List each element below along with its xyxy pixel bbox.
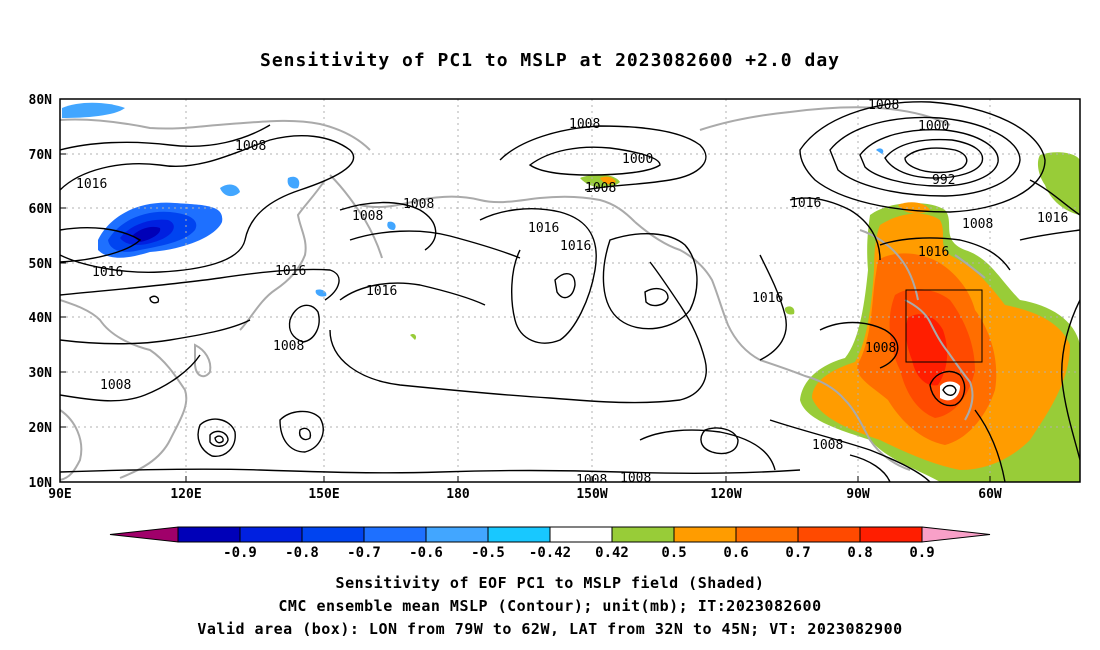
grid-lines — [60, 99, 1080, 482]
colorbar-label: 0.9 — [909, 545, 934, 561]
contour-label: 1016 — [560, 239, 591, 254]
colorbar-label: 0.5 — [661, 545, 686, 561]
chart-title: Sensitivity of PC1 to MSLP at 2023082600… — [259, 50, 840, 71]
lon-label: 90E — [48, 487, 71, 502]
colorbar-low-arrow — [109, 526, 179, 543]
colorbar-label: -0.6 — [409, 545, 443, 561]
colorbar-segment — [797, 526, 861, 543]
contour-label: 1008 — [812, 438, 843, 453]
latitude-labels: 80N 70N 60N 50N 40N 30N 20N 10N — [29, 93, 53, 491]
colorbar-segment — [177, 526, 241, 543]
colorbar-label: -0.9 — [223, 545, 257, 561]
contour-label: 1016 — [275, 264, 306, 279]
contour-label: 1016 — [918, 245, 949, 260]
contour-label: 1008 — [868, 98, 899, 113]
colorbar-segment — [487, 526, 551, 543]
caption-line-2: CMC ensemble mean MSLP (Contour); unit(m… — [278, 597, 822, 615]
contour-label: 1008 — [569, 117, 600, 132]
colorbar-label: -0.42 — [529, 545, 571, 561]
lon-label: 120E — [170, 487, 201, 502]
negative-sensitivity-shading — [62, 102, 884, 297]
lat-label: 40N — [29, 311, 53, 326]
contour-label: 1008 — [585, 181, 616, 196]
colorbar-label: 0.7 — [785, 545, 810, 561]
contour-labels: 1008 1016 1016 1008 1008 1016 1008 1008 … — [76, 98, 1068, 486]
colorbar-segment — [859, 526, 923, 543]
colorbar-label: 0.8 — [847, 545, 872, 561]
colorbar-label: 0.6 — [723, 545, 748, 561]
lon-label: 120W — [710, 487, 741, 502]
contour-label: 1008 — [273, 339, 304, 354]
colorbar-label: 0.42 — [595, 545, 629, 561]
longitude-labels: 90E 120E 150E 180 150W 120W 90W 60W — [48, 487, 1002, 502]
colorbar-segment — [301, 526, 365, 543]
lat-label: 50N — [29, 257, 53, 272]
colorbar-segment — [239, 526, 303, 543]
colorbar-label: -0.7 — [347, 545, 381, 561]
contour-label: 1008 — [962, 217, 993, 232]
contour-label: 1008 — [403, 197, 434, 212]
contour-label: 1008 — [100, 378, 131, 393]
contour-label: 992 — [932, 173, 955, 188]
contour-label: 1016 — [366, 284, 397, 299]
lat-label: 20N — [29, 421, 53, 436]
lon-label: 150W — [576, 487, 607, 502]
colorbar-segment — [425, 526, 489, 543]
colorbar-segment — [549, 526, 613, 543]
colorbar-label: -0.5 — [471, 545, 505, 561]
mslp-contours — [60, 101, 1080, 482]
contour-label: 1008 — [235, 139, 266, 154]
contour-label: 1008 — [352, 209, 383, 224]
colorbar-label: -0.8 — [285, 545, 319, 561]
lat-label: 70N — [29, 148, 53, 163]
lat-label: 10N — [29, 476, 53, 491]
lat-label: 30N — [29, 366, 53, 381]
contour-label: 1016 — [790, 196, 821, 211]
lat-label: 80N — [29, 93, 53, 108]
colorbar: -0.9 -0.8 -0.7 -0.6 -0.5 -0.42 0.42 0.5 0.6 0.7 0.… — [109, 526, 991, 561]
colorbar-segment — [363, 526, 427, 543]
coastlines — [60, 106, 986, 481]
contour-label: 1008 — [620, 471, 651, 486]
lon-label: 150E — [308, 487, 339, 502]
lat-label: 60N — [29, 202, 53, 217]
contour-label: 1000 — [918, 119, 949, 134]
contour-label: 1008 — [865, 341, 896, 356]
tick-marks — [60, 153, 991, 482]
contour-label: 1016 — [1037, 211, 1068, 226]
map-frame — [59, 98, 1081, 483]
lon-label: 60W — [978, 487, 1002, 502]
contour-label: 1016 — [76, 177, 107, 192]
colorbar-segment — [611, 526, 675, 543]
caption-line-3: Valid area (box): LON from 79W to 62W, L… — [197, 620, 903, 638]
lon-label: 90W — [846, 487, 870, 502]
colorbar-segment — [735, 526, 799, 543]
contour-label: 1016 — [752, 291, 783, 306]
colorbar-high-arrow — [921, 526, 991, 543]
lon-label: 180 — [446, 487, 470, 502]
colorbar-segment — [673, 526, 737, 543]
contour-label: 1016 — [528, 221, 559, 236]
caption-line-1: Sensitivity of EOF PC1 to MSLP field (Sh… — [335, 574, 765, 592]
contour-label: 1016 — [92, 265, 123, 280]
contour-label: 1000 — [622, 152, 653, 167]
valid-area-box — [905, 289, 983, 363]
